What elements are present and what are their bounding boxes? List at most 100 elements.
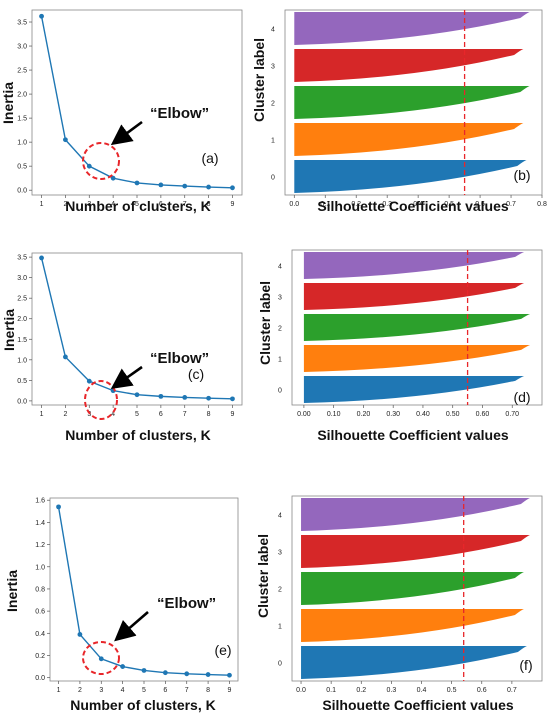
y-tick-label: 1.0 bbox=[35, 564, 45, 571]
elbow-chart-a: 1 2 3 4 5 6 7 8 9 0.0 0.5 1.0 1.5 2.0 2.5 3.0 3.5 “Elbow”… bbox=[0, 9, 243, 214]
y-tick-label: 2.0 bbox=[17, 92, 27, 99]
x-tick-label: 0.20 bbox=[357, 411, 371, 418]
x-tick-label: 0.6 bbox=[477, 687, 487, 694]
silhouette-band-cluster-4 bbox=[301, 498, 530, 531]
x-tick-label: 5 bbox=[142, 687, 146, 694]
x-tick-label: 3 bbox=[87, 201, 91, 208]
y-tick-label: 3.5 bbox=[17, 255, 27, 262]
cluster-label: 2 bbox=[271, 101, 275, 108]
silhouette-band-cluster-3 bbox=[294, 49, 524, 82]
inertia-point bbox=[98, 656, 104, 662]
y-tick-label: 1.2 bbox=[35, 542, 45, 549]
x-tick-label: 2 bbox=[63, 201, 67, 208]
inertia-point bbox=[110, 175, 116, 181]
cluster-label: 2 bbox=[278, 326, 282, 333]
x-axis-label: Silhouette Coefficient values bbox=[317, 198, 509, 214]
plot-frame bbox=[291, 495, 543, 682]
panel-label: (e) bbox=[214, 642, 231, 658]
silhouette-band-cluster-3 bbox=[301, 535, 530, 568]
x-tick-label: 0.5 bbox=[447, 687, 457, 694]
y-tick-label: 0.8 bbox=[35, 586, 45, 593]
silhouette-band-cluster-2 bbox=[303, 314, 531, 341]
inertia-point bbox=[206, 395, 211, 401]
silhouette-band-cluster-0 bbox=[294, 160, 527, 193]
elbow-circle bbox=[82, 142, 120, 180]
y-tick-label: 2.0 bbox=[17, 316, 27, 323]
x-tick-label: 8 bbox=[206, 687, 210, 694]
silhouette-chart-d: 0 1 2 3 4 0.00 0.10 0.20 0.30 0.40 0.50 0.60 0.70 (d)… bbox=[257, 249, 543, 443]
x-tick-label: 3 bbox=[87, 411, 91, 418]
x-tick-label: 0.60 bbox=[476, 411, 490, 418]
panel-label: (b) bbox=[513, 167, 530, 183]
cluster-label: 4 bbox=[271, 27, 275, 34]
x-tick-label: 2 bbox=[78, 687, 82, 694]
x-tick-label: 8 bbox=[207, 201, 211, 208]
x-tick-label: 0.0 bbox=[289, 201, 299, 208]
x-tick-label: 1 bbox=[40, 411, 44, 418]
x-tick-label: 5 bbox=[135, 201, 139, 208]
x-tick-label: 4 bbox=[121, 687, 125, 694]
x-tick-label: 0.1 bbox=[326, 687, 336, 694]
plot-frame bbox=[284, 9, 543, 196]
y-tick-label: 0.5 bbox=[17, 378, 27, 385]
x-tick-label: 0.7 bbox=[507, 687, 517, 694]
silhouette-band-cluster-1 bbox=[301, 609, 524, 642]
inertia-point bbox=[162, 670, 168, 676]
x-axis-label: Silhouette Coefficient values bbox=[317, 427, 509, 443]
panel-label: (c) bbox=[188, 366, 204, 382]
x-tick-label: 6 bbox=[159, 201, 163, 208]
x-tick-label: 0.4 bbox=[413, 201, 423, 208]
x-tick-label: 0.50 bbox=[446, 411, 460, 418]
inertia-point bbox=[230, 396, 235, 402]
cluster-label: 1 bbox=[271, 138, 275, 145]
y-tick-label: 2.5 bbox=[17, 296, 27, 303]
y-tick-label: 0.2 bbox=[35, 653, 45, 660]
cluster-label: 0 bbox=[278, 661, 282, 668]
silhouette-band-cluster-4 bbox=[303, 252, 525, 279]
y-tick-label: 1.5 bbox=[17, 337, 27, 344]
y-tick-label: 0.4 bbox=[35, 631, 45, 638]
silhouette-chart-f: 0 1 2 3 4 0.0 0.1 0.2 0.3 0.4 0.5 0.6 0.7 (f) Silhouet… bbox=[255, 495, 543, 713]
inertia-point bbox=[182, 395, 188, 400]
elbow-annotation: “Elbow” bbox=[150, 105, 209, 122]
x-tick-label: 0.30 bbox=[386, 411, 400, 418]
x-tick-label: 0.40 bbox=[416, 411, 430, 418]
x-tick-label: 0.00 bbox=[297, 411, 311, 418]
cluster-label: 3 bbox=[278, 550, 282, 557]
y-axis-label: Cluster label bbox=[255, 534, 271, 618]
inertia-point bbox=[184, 671, 190, 677]
silhouette-band-cluster-1 bbox=[294, 123, 524, 156]
x-tick-label: 0.3 bbox=[387, 687, 397, 694]
silhouette-band-cluster-4 bbox=[294, 12, 530, 45]
x-tick-label: 9 bbox=[228, 687, 232, 694]
cluster-label: 4 bbox=[278, 513, 282, 520]
elbow-circle bbox=[84, 380, 118, 420]
y-tick-label: 0.0 bbox=[17, 398, 27, 405]
x-tick-label: 9 bbox=[231, 411, 235, 418]
y-tick-label: 1.0 bbox=[17, 140, 27, 147]
y-tick-label: 3.5 bbox=[17, 20, 27, 27]
elbow-chart-e: 1 2 3 4 5 6 7 8 9 0.0 0.2 0.4 0.6 0.8 1.0 1.2 1.4 1.6 “Elb… bbox=[4, 497, 239, 713]
y-axis-label: Cluster label bbox=[251, 38, 267, 122]
panel-label: (f) bbox=[519, 657, 532, 673]
x-axis-label: Silhouette Coefficient values bbox=[322, 697, 514, 713]
y-tick-label: 1.0 bbox=[17, 357, 27, 364]
x-tick-label: 8 bbox=[207, 411, 211, 418]
cluster-label: 0 bbox=[271, 175, 275, 182]
y-tick-label: 1.4 bbox=[35, 520, 45, 527]
plot-frame bbox=[49, 497, 239, 682]
y-tick-label: 2.5 bbox=[17, 68, 27, 75]
x-tick-label: 0.2 bbox=[351, 201, 361, 208]
cluster-label: 0 bbox=[278, 388, 282, 395]
elbow-arrow bbox=[114, 611, 149, 642]
x-tick-label: 0.1 bbox=[320, 201, 330, 208]
elbow-arrow bbox=[110, 120, 143, 146]
x-tick-label: 0.2 bbox=[356, 687, 366, 694]
x-tick-label: 0.8 bbox=[537, 201, 547, 208]
cluster-label: 4 bbox=[278, 264, 282, 271]
plot-frame bbox=[291, 249, 543, 406]
y-tick-label: 1.5 bbox=[17, 116, 27, 123]
cluster-label: 2 bbox=[278, 587, 282, 594]
inertia-point bbox=[63, 354, 68, 360]
inertia-point bbox=[120, 664, 126, 669]
